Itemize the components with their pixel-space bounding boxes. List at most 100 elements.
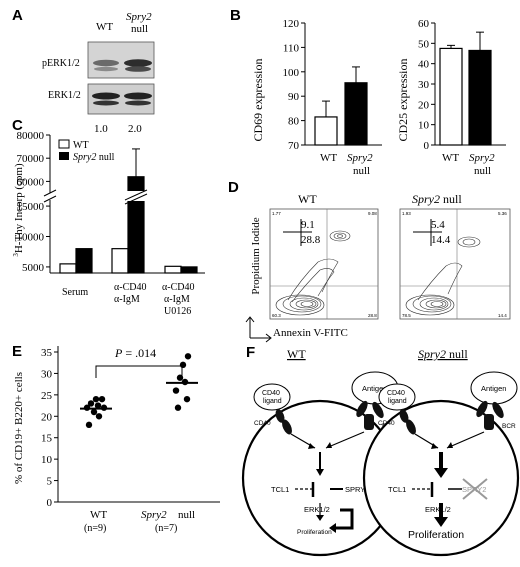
axis-break-gap (125, 191, 147, 201)
thy-bar-wt (59, 263, 77, 274)
tick-label: 70 (288, 140, 300, 152)
tick-label: 10 (418, 120, 430, 132)
cd40-receptor-wt (275, 409, 292, 435)
panel-letter-f: F (246, 344, 255, 361)
scatter-x-spry2: Spry2 (141, 509, 167, 521)
thy-bar-null (127, 199, 145, 274)
flow-title-null: Spry2 null (412, 192, 462, 206)
flow-null-ur: 5.36 (498, 211, 507, 216)
panel-letter-d: D (228, 179, 239, 196)
panel-letter-e: E (12, 343, 22, 360)
data-point (183, 395, 191, 403)
group3-u0126: U0126 (164, 306, 191, 317)
cd69-ylabel: CD69 expression (251, 59, 265, 142)
pvalue-label: P = .014 (114, 346, 156, 360)
flow-wt-lr: 28.8 (368, 313, 377, 318)
tick-label: 20 (418, 99, 430, 111)
legend-wt: WT (73, 140, 89, 151)
blot-col-spry2: Spry2 (126, 11, 152, 23)
svg-text:SPRY2: SPRY2 (345, 485, 369, 494)
spry2-cross-icon (462, 478, 488, 500)
panel-c: C 3H-Thy Incorp (cpm) 80000 70000 60000 150… (12, 117, 205, 317)
panel-d: D WT Spry2 null 9.1 28.8 (228, 179, 511, 343)
data-point (92, 395, 100, 403)
group3-cd40: α-CD40 (162, 282, 194, 293)
tick-label: 40 (418, 59, 430, 71)
svg-text:Antigen: Antigen (362, 384, 387, 393)
svg-text:ERK1/2: ERK1/2 (425, 505, 451, 514)
cd69-ticks: 120 110 100 90 80 70 (283, 18, 305, 152)
thy-bar-wt (111, 248, 129, 274)
legend-null: Spry2 null (73, 152, 115, 163)
tick-label: 90 (288, 91, 300, 103)
scatter-points (80, 353, 198, 429)
data-point (176, 374, 184, 381)
data-point (179, 361, 187, 369)
svg-text:TCL1: TCL1 (271, 485, 289, 494)
cell-diagram-wt: CD40 ligand Antigen CD40 BCR (241, 371, 399, 557)
thy-bar-wt (164, 265, 182, 274)
cd40-ligand-wt (253, 383, 291, 411)
tick-label: 5 (47, 476, 53, 488)
tick-label: 30 (41, 368, 53, 380)
thy-bar-null (127, 176, 145, 194)
flow-wt-ur: 9.08 (368, 211, 377, 216)
group2-igm: α-IgM (114, 294, 140, 305)
flow-wt-q1: 9.1 (301, 219, 315, 231)
tick-label: 15000 (17, 201, 45, 213)
blot-col-wt: WT (96, 21, 113, 33)
tick-label: 120 (283, 18, 300, 30)
svg-text:Proliferation: Proliferation (297, 529, 332, 536)
flow-plot-wt: 9.1 28.8 1.77 9.08 60.3 28.8 (269, 208, 379, 320)
group2-cd40: α-CD40 (114, 282, 146, 293)
blot-row-perk: pERK1/2 (42, 58, 80, 69)
western-blot-erk (87, 83, 155, 115)
diagram-title-null: Spry2 null (418, 347, 468, 361)
panel-f: F WT Spry2 null CD40 ligand Antigen CD40… (241, 344, 520, 557)
cd25-x-null: null (474, 165, 491, 177)
cd25-ylabel: CD25 expression (396, 59, 410, 142)
break-line (124, 193, 148, 205)
panel-letter-a: A (12, 7, 23, 24)
tick-label: 60 (418, 18, 430, 30)
svg-text:TCL1: TCL1 (388, 485, 406, 494)
cd25-x-spry2: Spry2 (469, 152, 495, 164)
flow-null-ll: 78.5 (402, 313, 411, 318)
flow-null-ul: 1.93 (402, 211, 411, 216)
svg-text:ligand: ligand (263, 398, 282, 405)
data-point (90, 408, 98, 416)
tick-label: 25 (41, 390, 53, 402)
flow-wt-ul: 1.77 (272, 211, 281, 216)
blot-row-erk: ERK1/2 (48, 90, 81, 101)
cd25-ticks: 60 50 40 30 20 10 0 (418, 18, 435, 152)
flow-null-q1: 5.4 (431, 219, 445, 231)
tick-label: 30 (418, 79, 430, 91)
scatter-x-wt-n: (n=9) (84, 523, 106, 534)
tick-label: 70000 (17, 153, 45, 165)
scatter-x-wt: WT (90, 509, 107, 521)
flow-wt-ll: 60.3 (272, 313, 281, 318)
tick-label: 0 (47, 497, 53, 509)
cd69-bar (344, 82, 368, 146)
thy-bar-null (180, 266, 198, 274)
flow-plot-null: 5.4 14.4 1.93 5.36 78.5 14.4 (399, 208, 511, 320)
svg-text:CD40: CD40 (262, 390, 280, 397)
legend-swatch-null (59, 152, 69, 160)
svg-text:Proliferation: Proliferation (408, 529, 464, 541)
quant-wt: 1.0 (94, 123, 108, 135)
tick-label: 15 (41, 433, 53, 445)
group-serum: Serum (62, 287, 88, 298)
bcr-receptor-null (476, 400, 504, 430)
group3-igm: α-IgM (164, 294, 190, 305)
significance-bracket (95, 365, 183, 378)
tick-label: 100 (283, 67, 300, 79)
tick-label: 10000 (17, 232, 45, 244)
cd25-x-wt: WT (442, 152, 459, 164)
tick-label: 10 (41, 454, 53, 466)
svg-text:ligand: ligand (388, 398, 407, 405)
thy-bar-null (75, 248, 93, 274)
svg-text:CD40: CD40 (378, 420, 395, 427)
blot-col-null: null (131, 23, 148, 35)
svg-text:CD40: CD40 (387, 390, 405, 397)
